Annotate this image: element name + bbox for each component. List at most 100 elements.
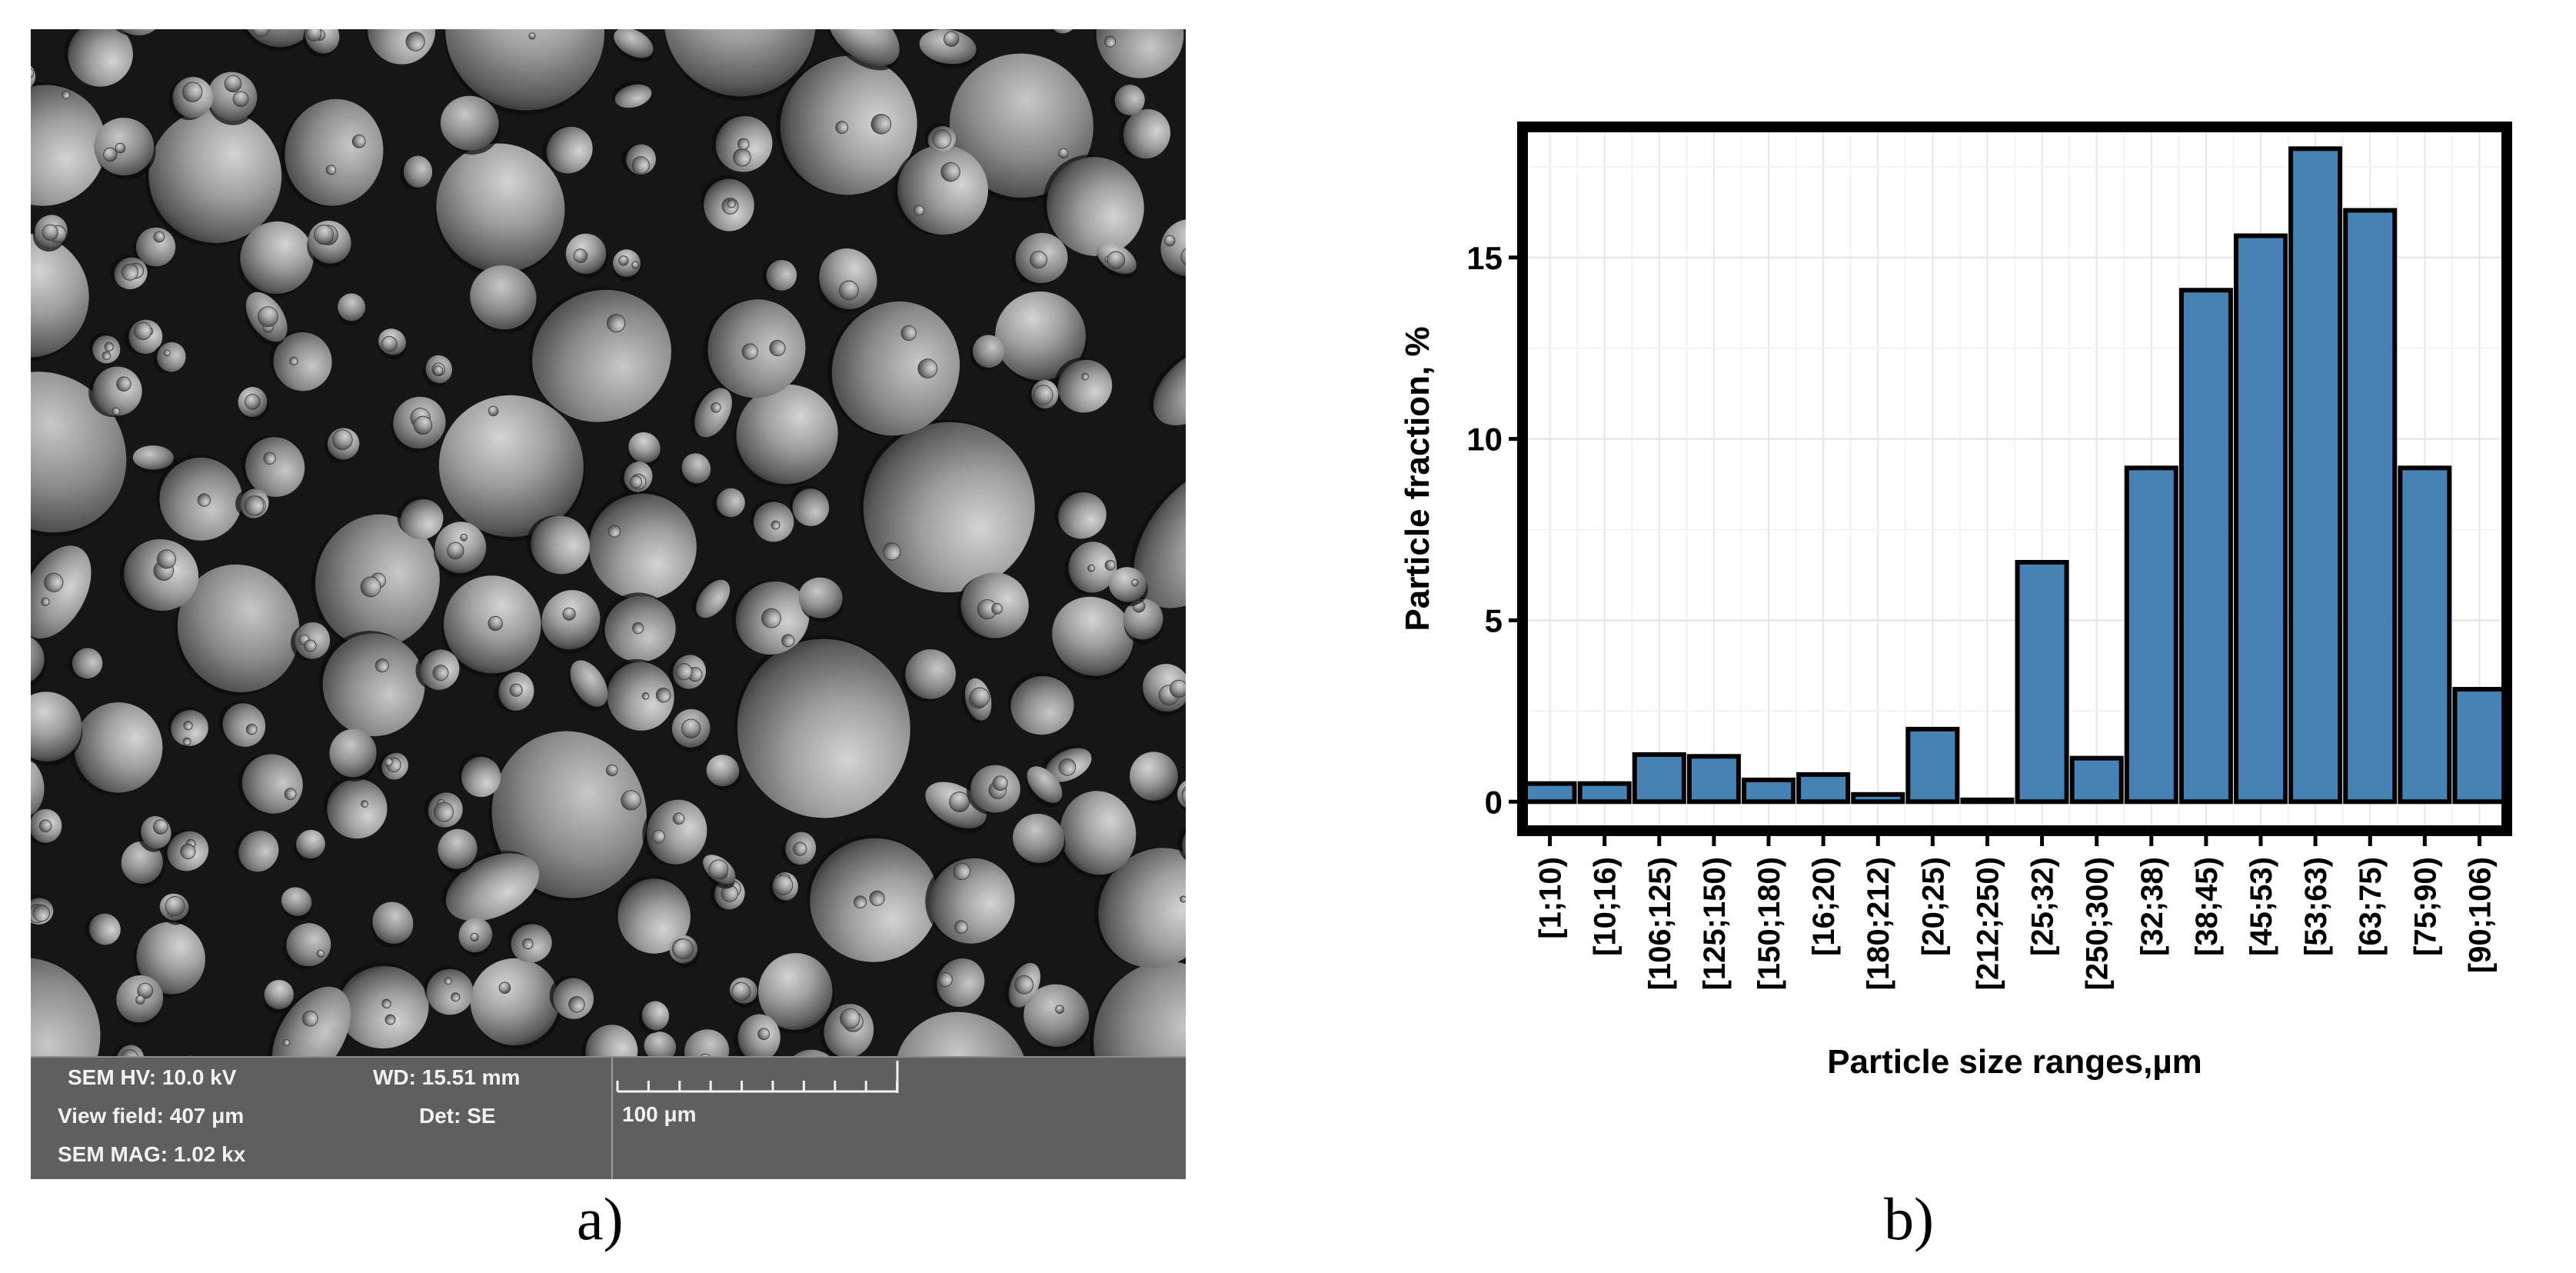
x-tick-label: [63;75) (2354, 857, 2388, 956)
powder-particle (664, 29, 816, 102)
powder-particle (88, 366, 142, 418)
powder-particle (893, 145, 989, 236)
powder-particle (729, 977, 759, 1008)
powder-particle (1027, 379, 1059, 412)
powder-particle (827, 301, 960, 437)
bar-[106;125) (1632, 751, 1686, 805)
x-tick-label: [75;90) (2408, 857, 2442, 956)
powder-particle (237, 754, 303, 814)
powder-particle (438, 395, 585, 542)
powder-particle (644, 1031, 677, 1056)
powder-particle (152, 342, 186, 374)
powder-particle (132, 445, 176, 474)
powder-particle (701, 175, 754, 232)
powder-particle (241, 435, 305, 497)
powder-particle (706, 755, 741, 791)
powder-particle (671, 708, 711, 752)
powder-particle (156, 454, 243, 541)
powder-particle (1012, 232, 1068, 286)
powder-particle (567, 660, 608, 711)
powder-particle (119, 538, 199, 612)
powder-particle (681, 1029, 730, 1056)
powder-particle (860, 419, 1035, 593)
powder-particle (1063, 542, 1117, 595)
powder-particle (1141, 664, 1186, 716)
powder-particle (110, 255, 148, 290)
bar-[53;63) (2288, 146, 2343, 805)
bar-[125;150) (1686, 754, 1741, 805)
powder-particle (337, 293, 366, 326)
powder-particle (702, 855, 736, 889)
powder-particle (733, 384, 838, 488)
powder-particle (244, 292, 288, 346)
bar-[38;45) (2178, 288, 2233, 805)
powder-particle (603, 658, 674, 731)
powder-particle (438, 828, 478, 874)
powder-particle (807, 835, 939, 962)
powder-particle (1110, 85, 1145, 117)
powder-particle (703, 298, 806, 398)
powder-particle (458, 753, 501, 798)
powder-particle (750, 498, 794, 542)
powder-particle (581, 1025, 638, 1056)
powder-particle (1130, 751, 1180, 805)
powder-particle (424, 791, 463, 828)
powder-particle (1160, 218, 1186, 281)
powder-particle (31, 545, 92, 639)
powder-particle (526, 515, 591, 575)
powder-particle (619, 461, 653, 494)
powder-particle (621, 144, 657, 175)
powder-particle (235, 488, 269, 518)
powder-particle (218, 701, 266, 747)
powder-particle (494, 671, 534, 713)
powder-particle (1123, 598, 1164, 645)
x-tick-label: [45;53) (2245, 857, 2278, 956)
powder-particle (31, 633, 47, 689)
powder-particle (470, 958, 561, 1050)
powder-particle (961, 678, 992, 724)
powder-particle (711, 114, 773, 172)
powder-particle (440, 95, 501, 155)
sem-hv-label: SEM HV: 10.0 kV (68, 1065, 237, 1089)
x-axis-ticks: [1;10) [10;16) [106;125) [125;150) [150;180)… (1534, 836, 2497, 990)
powder-particle (175, 564, 300, 696)
powder-particle (969, 335, 1005, 372)
bar-[1;10) (1523, 781, 1577, 805)
powder-particle (207, 72, 258, 125)
powder-particle (168, 76, 214, 121)
powder-particle (311, 514, 440, 649)
sem-detector-label: Det: SE (419, 1104, 496, 1128)
y-tick-label: 10 (1466, 422, 1503, 458)
bar-[32;38) (2124, 465, 2178, 805)
powder-particle (434, 143, 565, 277)
x-axis-label: Particle size ranges,µm (1827, 1043, 2202, 1081)
powder-particle (145, 108, 282, 247)
powder-particle (234, 830, 279, 872)
powder-particle (318, 631, 425, 737)
powder-particle (1057, 791, 1137, 878)
powder-particle (1149, 345, 1186, 425)
powder-particle (613, 249, 641, 282)
powder-particle (88, 332, 121, 364)
powder-particle (1051, 596, 1133, 681)
powder-particle (901, 649, 956, 702)
powder-particle (31, 62, 36, 93)
bar-[75;90) (2398, 465, 2452, 805)
sem-data-bar: SEM HV: 10.0 kV WD: 15.51 mm View field:… (31, 1056, 1186, 1179)
powder-particle (424, 965, 474, 1015)
powder-particle (1053, 357, 1113, 413)
powder-particle (32, 215, 68, 252)
powder-particle (303, 29, 340, 58)
powder-particle (307, 220, 351, 268)
powder-particle (768, 872, 799, 904)
sem-mag-label: SEM MAG: 1.02 kx (58, 1142, 246, 1166)
bar-[45;53) (2234, 233, 2288, 805)
powder-particle (112, 1044, 145, 1056)
powder-particle (263, 979, 294, 1014)
powder-particle (894, 1011, 1030, 1056)
bar-[10;16) (1577, 781, 1632, 805)
powder-particle (780, 831, 817, 866)
powder-particle (335, 962, 429, 1049)
powder-particle (549, 975, 594, 1019)
powder-particle (1054, 489, 1107, 539)
